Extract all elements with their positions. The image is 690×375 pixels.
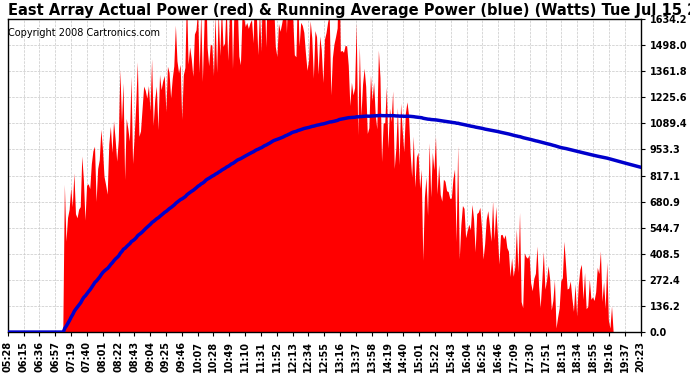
- Text: Copyright 2008 Cartronics.com: Copyright 2008 Cartronics.com: [8, 28, 160, 38]
- Text: East Array Actual Power (red) & Running Average Power (blue) (Watts) Tue Jul 15 : East Array Actual Power (red) & Running …: [8, 3, 690, 18]
